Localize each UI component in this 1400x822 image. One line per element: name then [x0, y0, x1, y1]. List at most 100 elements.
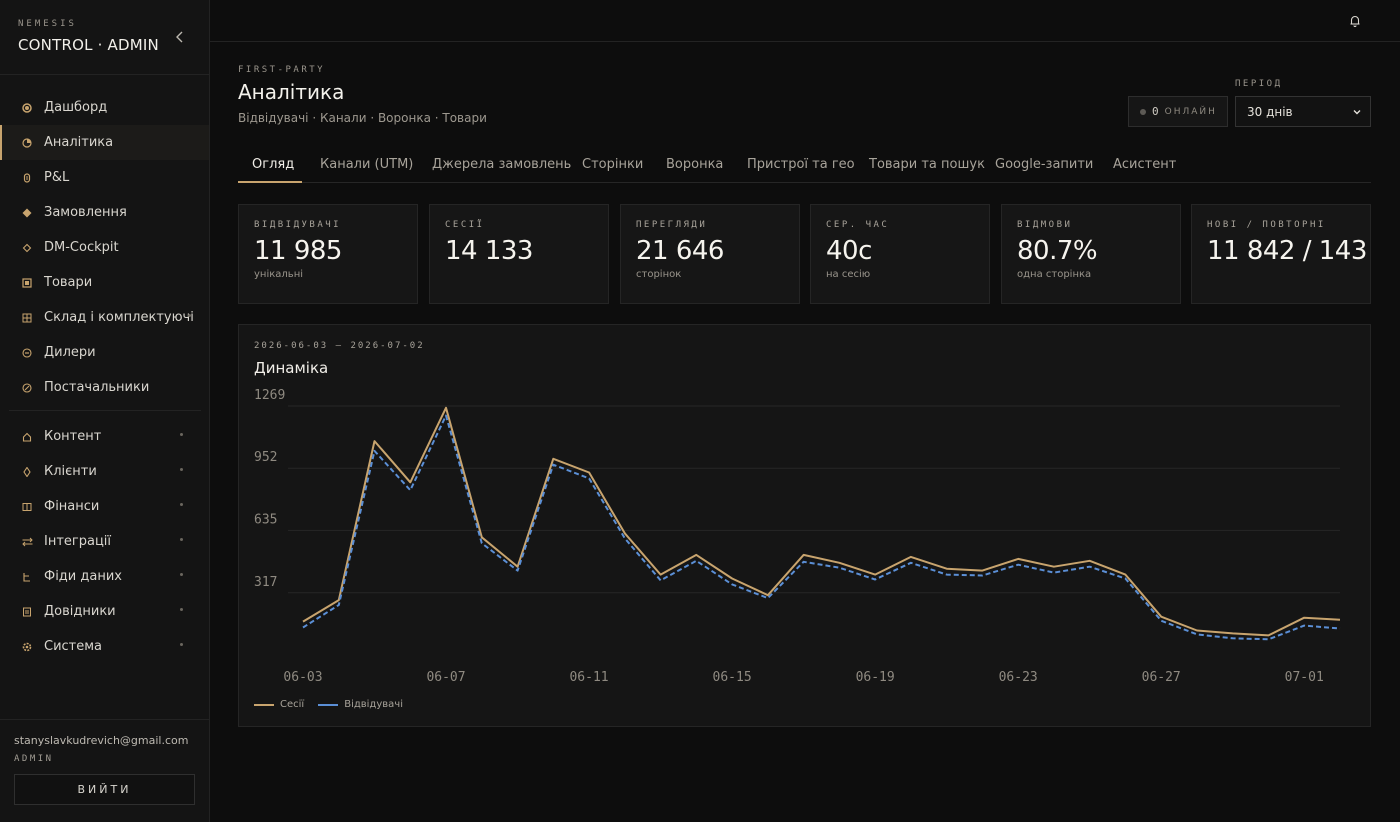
tab-google-queries[interactable]: Google-запити: [995, 157, 1094, 172]
x-tick-label: 06-23: [999, 670, 1038, 685]
sidebar-item-label: Дашборд: [44, 100, 108, 115]
finance-icon: [21, 501, 33, 513]
dynamics-chart-card: 317 635 952 1269 06-03 06-07 06-11 06-15 06-19 06…: [238, 324, 1371, 727]
kpi-label: СЕСІЇ: [445, 220, 485, 230]
legend-item-sessions[interactable]: Сесії: [254, 699, 304, 710]
kpi-sub: одна сторінка: [1017, 269, 1092, 280]
kpi-card-visitors: ВІДВІДУВАЧІ 11 985 унікальні: [238, 204, 418, 304]
bell-icon: [1350, 15, 1360, 28]
dynamics-chart: 317 635 952 1269 06-03 06-07 06-11 06-15 06-19 06…: [254, 388, 1341, 685]
kpi-card-pageviews: ПЕРЕГЛЯДИ 21 646 сторінок: [620, 204, 800, 304]
sidebar-group-label: Клієнти: [44, 464, 97, 479]
expand-dot-icon: [180, 573, 183, 576]
online-count: 0: [1152, 105, 1159, 118]
chart-title: Динаміка: [254, 359, 329, 377]
dashboard-icon: [21, 102, 33, 114]
y-tick-label: 635: [254, 512, 277, 527]
logout-button[interactable]: ВИЙТИ: [14, 774, 195, 805]
system-icon: [21, 641, 33, 653]
dealers-icon: [21, 347, 33, 359]
tab-products-search[interactable]: Товари та пошук: [869, 157, 985, 172]
y-tick-label: 1269: [254, 388, 285, 403]
sidebar-group-clients[interactable]: Клієнти: [0, 454, 201, 489]
sidebar-group-directories[interactable]: Довідники: [0, 594, 201, 629]
kpi-sub: сторінок: [636, 269, 682, 280]
period-value: 30 днів: [1247, 104, 1293, 119]
sidebar-collapse-button[interactable]: [173, 28, 187, 46]
brand-subtitle: NEMESIS: [18, 19, 77, 29]
sidebar-item-label: Постачальники: [44, 380, 150, 395]
legend-label: Відвідувачі: [344, 699, 403, 710]
warehouse-icon: [21, 312, 33, 324]
online-label: ОНЛАЙН: [1164, 106, 1217, 117]
sidebar-group-label: Інтеграції: [44, 534, 112, 549]
sidebar-item-label: P&L: [44, 170, 70, 185]
tab-pages[interactable]: Сторінки: [582, 157, 644, 172]
sidebar-item-suppliers[interactable]: Постачальники: [0, 370, 209, 405]
brand: NEMESIS CONTROL · ADMIN: [0, 0, 209, 75]
kpi-value: 80.7%: [1017, 236, 1098, 266]
legend-swatch: [318, 703, 339, 706]
sidebar-item-label: Аналітика: [44, 135, 114, 150]
tab-order-sources[interactable]: Джерела замовлень: [432, 157, 572, 172]
tab-overview[interactable]: Огляд: [252, 157, 295, 172]
notifications-button[interactable]: [1348, 13, 1362, 28]
sidebar-item-analytics[interactable]: Аналітика: [0, 125, 209, 160]
legend-item-visitors[interactable]: Відвідувачі: [318, 699, 403, 710]
tab-bar: Огляд Канали (UTM) Джерела замовлень Сто…: [238, 150, 1371, 183]
feeds-icon: [21, 571, 33, 583]
kpi-card-avg-time: СЕР. ЧАС 40с на сесію: [810, 204, 990, 304]
legend-swatch: [254, 703, 274, 706]
sidebar-group-content[interactable]: Контент: [0, 419, 201, 454]
y-tick-label: 317: [254, 575, 277, 590]
kpi-card-sessions: СЕСІЇ 14 133: [429, 204, 609, 304]
sidebar-item-dashboard[interactable]: Дашборд: [0, 90, 209, 125]
tab-devices-geo[interactable]: Пристрої та гео: [747, 157, 855, 172]
sidebar-group-label: Система: [44, 639, 103, 654]
sidebar-item-cockpit[interactable]: DM-Cockpit: [0, 230, 209, 265]
pnl-icon: [21, 172, 33, 184]
tab-channels-utm[interactable]: Канали (UTM): [320, 157, 414, 172]
kpi-card-new-returning: НОВІ / ПОВТОРНІ 11 842 / 143: [1191, 204, 1371, 304]
cockpit-icon: [21, 242, 33, 254]
online-status-badge: 0 ОНЛАЙН: [1128, 96, 1228, 127]
sidebar-item-products[interactable]: Товари: [0, 265, 209, 300]
kpi-sub: унікальні: [254, 269, 304, 280]
sidebar-group-label: Контент: [44, 429, 102, 444]
x-tick-label: 06-07: [426, 670, 465, 685]
x-tick-label: 06-03: [283, 670, 322, 685]
content-icon: [21, 431, 33, 443]
sidebar-item-warehouse[interactable]: Склад і комплектуючі: [0, 300, 209, 335]
tab-assistant[interactable]: Асистент: [1113, 157, 1177, 172]
y-tick-label: 952: [254, 450, 277, 465]
kpi-value: 21 646: [636, 236, 724, 266]
sessions-line: [302, 406, 1341, 637]
kpi-sub: на сесію: [826, 269, 871, 280]
period-label: ПЕРІОД: [1235, 79, 1283, 89]
period-select[interactable]: 30 днів: [1235, 96, 1371, 127]
kpi-label: СЕР. ЧАС: [826, 220, 890, 230]
kpi-label: ВІДМОВИ: [1017, 220, 1073, 230]
x-tick-label: 06-19: [856, 670, 895, 685]
sidebar-group-finance[interactable]: Фінанси: [0, 489, 201, 524]
sidebar-group-label: Довідники: [44, 604, 116, 619]
sidebar-group-label: Фінанси: [44, 499, 100, 514]
expand-dot-icon: [180, 643, 183, 646]
sidebar-item-dealers[interactable]: Дилери: [0, 335, 209, 370]
sidebar-item-orders[interactable]: Замовлення: [0, 195, 209, 230]
sidebar-group-feeds[interactable]: Фіди даних: [0, 559, 201, 594]
x-tick-label: 07-01: [1285, 670, 1324, 685]
tab-funnel[interactable]: Воронка: [666, 157, 724, 172]
sidebar-group-integrations[interactable]: Інтеграції: [0, 524, 201, 559]
sidebar-item-label: Замовлення: [44, 205, 127, 220]
topbar: [210, 0, 1400, 42]
visitors-line: [302, 414, 1341, 641]
clients-icon: [21, 466, 33, 478]
expand-dot-icon: [180, 433, 183, 436]
kpi-value: 11 842 / 143: [1207, 236, 1367, 266]
suppliers-icon: [21, 382, 33, 394]
sidebar-item-label: Дилери: [44, 345, 96, 360]
sidebar-item-pnl[interactable]: P&L: [0, 160, 209, 195]
kpi-value: 11 985: [254, 236, 342, 266]
sidebar-group-system[interactable]: Система: [0, 629, 201, 664]
